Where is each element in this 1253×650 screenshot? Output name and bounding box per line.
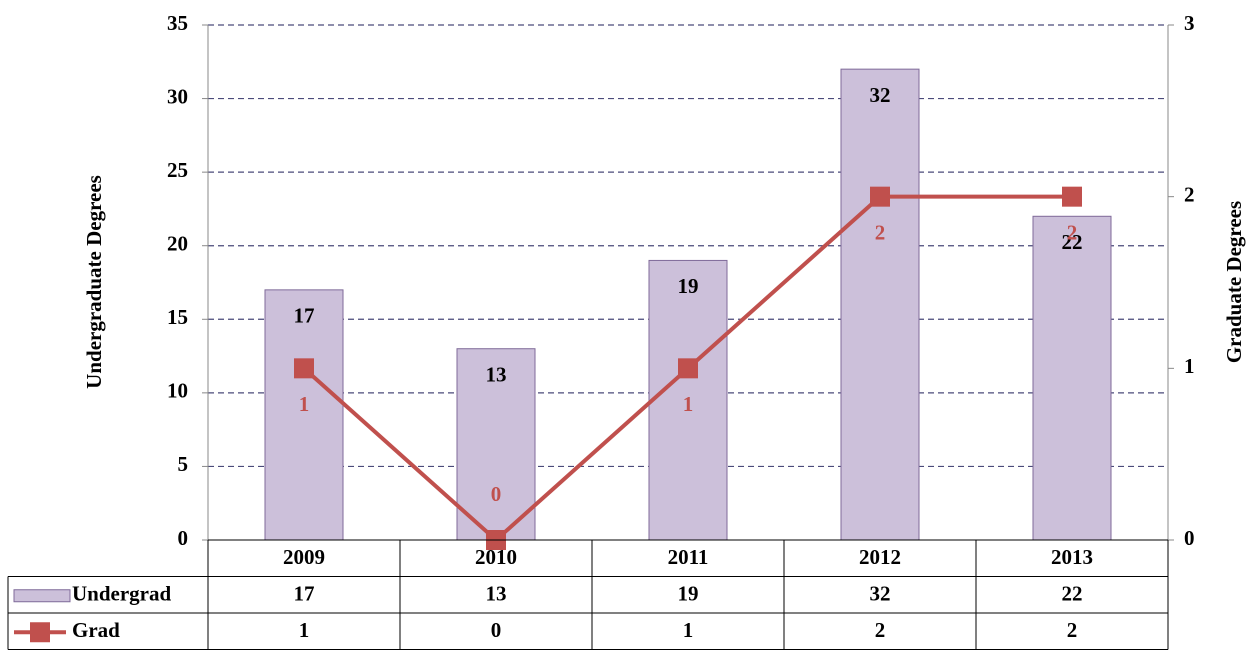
x-tick-label: 2013 <box>1051 545 1093 569</box>
line-value-label: 1 <box>683 392 694 416</box>
y2-tick-label: 3 <box>1184 11 1195 35</box>
table-cell: 1 <box>299 618 310 642</box>
table-cell: 1 <box>683 618 694 642</box>
table-cell: 32 <box>870 582 891 606</box>
y2-tick-label: 2 <box>1184 182 1195 206</box>
bar <box>1032 215 1112 541</box>
bar <box>456 348 536 541</box>
y2-tick-label: 0 <box>1184 526 1195 550</box>
line-marker <box>870 186 890 207</box>
bar-value-label: 17 <box>294 304 315 328</box>
y-tick-label: 20 <box>167 232 188 256</box>
bar <box>840 68 920 541</box>
x-tick-label: 2012 <box>859 545 901 569</box>
y-tick-label: 25 <box>167 158 188 182</box>
y-tick-label: 5 <box>178 452 189 476</box>
line-marker <box>294 358 314 379</box>
line-value-label: 2 <box>875 220 886 244</box>
legend-label: Undergrad <box>72 582 171 606</box>
line-value-label: 1 <box>299 392 310 416</box>
x-tick-label: 2011 <box>668 545 709 569</box>
line-marker <box>678 358 698 379</box>
legend-swatch <box>13 589 71 603</box>
bar <box>264 289 344 541</box>
legend-label: Grad <box>72 618 120 642</box>
y-tick-label: 0 <box>178 526 189 550</box>
bar-value-label: 13 <box>486 363 507 387</box>
bar <box>648 259 728 541</box>
bar-value-label: 19 <box>678 274 699 298</box>
table-cell: 22 <box>1062 582 1083 606</box>
table-cell: 19 <box>678 582 699 606</box>
line-marker <box>1062 186 1082 207</box>
y-tick-label: 35 <box>167 11 188 35</box>
y-tick-label: 15 <box>167 305 188 329</box>
x-tick-label: 2010 <box>475 545 517 569</box>
y2-axis-title: Graduate Degrees <box>1222 201 1246 363</box>
table-cell: 2 <box>1067 618 1078 642</box>
table-cell: 2 <box>875 618 886 642</box>
y-tick-label: 10 <box>167 379 188 403</box>
line-value-label: 2 <box>1067 220 1078 244</box>
y-axis-title: Undergraduate Degrees <box>82 175 106 389</box>
y2-tick-label: 1 <box>1184 354 1195 378</box>
bar-value-label: 32 <box>870 83 891 107</box>
bar-value-label: 22 <box>1062 230 1083 254</box>
x-tick-label: 2009 <box>283 545 325 569</box>
table-cell: 0 <box>491 618 502 642</box>
legend-marker <box>30 622 50 643</box>
table-cell: 17 <box>294 582 315 606</box>
y-tick-label: 30 <box>167 84 188 108</box>
line-value-label: 0 <box>491 482 502 506</box>
table-cell: 13 <box>486 582 507 606</box>
